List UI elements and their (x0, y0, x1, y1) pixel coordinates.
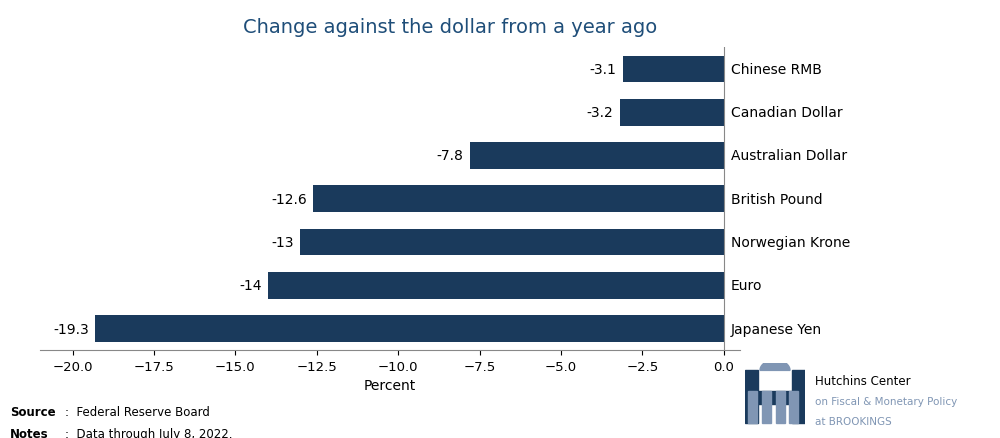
Bar (470, 143, 724, 170)
Bar (745, 392, 805, 404)
Text: Change against the dollar from a year ago: Change against the dollar from a year ag… (243, 18, 657, 36)
Bar (313, 186, 724, 213)
Text: -7.8: -7.8 (436, 149, 463, 163)
X-axis label: Percent: Percent (364, 378, 416, 392)
Polygon shape (760, 360, 790, 371)
Text: :  Federal Reserve Board: : Federal Reserve Board (65, 405, 210, 418)
Text: Canadian Dollar: Canadian Dollar (731, 106, 842, 120)
Bar (792, 371, 805, 423)
Text: -12.6: -12.6 (271, 192, 307, 206)
Text: British Pound: British Pound (731, 192, 822, 206)
Bar (623, 57, 724, 83)
Bar (620, 99, 724, 126)
Text: -19.3: -19.3 (53, 322, 89, 336)
Text: on Fiscal & Monetary Policy: on Fiscal & Monetary Policy (815, 396, 957, 406)
Text: Euro: Euro (731, 279, 762, 293)
Text: Australian Dollar: Australian Dollar (731, 149, 847, 163)
Text: at BROOKINGS: at BROOKINGS (815, 416, 892, 426)
Text: -13: -13 (271, 236, 294, 250)
Bar (268, 272, 724, 299)
Text: Notes: Notes (10, 427, 49, 438)
Text: -14: -14 (239, 279, 261, 293)
Bar (762, 392, 771, 423)
Text: Norwegian Krone: Norwegian Krone (731, 236, 850, 250)
Text: :  Data through July 8, 2022.: : Data through July 8, 2022. (65, 427, 232, 438)
Text: Japanese Yen: Japanese Yen (731, 322, 822, 336)
Text: -3.2: -3.2 (586, 106, 613, 120)
Text: -3.1: -3.1 (589, 63, 616, 77)
Bar (300, 229, 724, 256)
Text: Source: Source (10, 405, 56, 418)
Bar (748, 392, 757, 423)
Bar (95, 315, 724, 342)
Text: Chinese RMB: Chinese RMB (731, 63, 822, 77)
Bar (776, 392, 785, 423)
Bar (789, 392, 798, 423)
Bar (745, 371, 758, 423)
Text: Hutchins Center: Hutchins Center (815, 374, 911, 388)
